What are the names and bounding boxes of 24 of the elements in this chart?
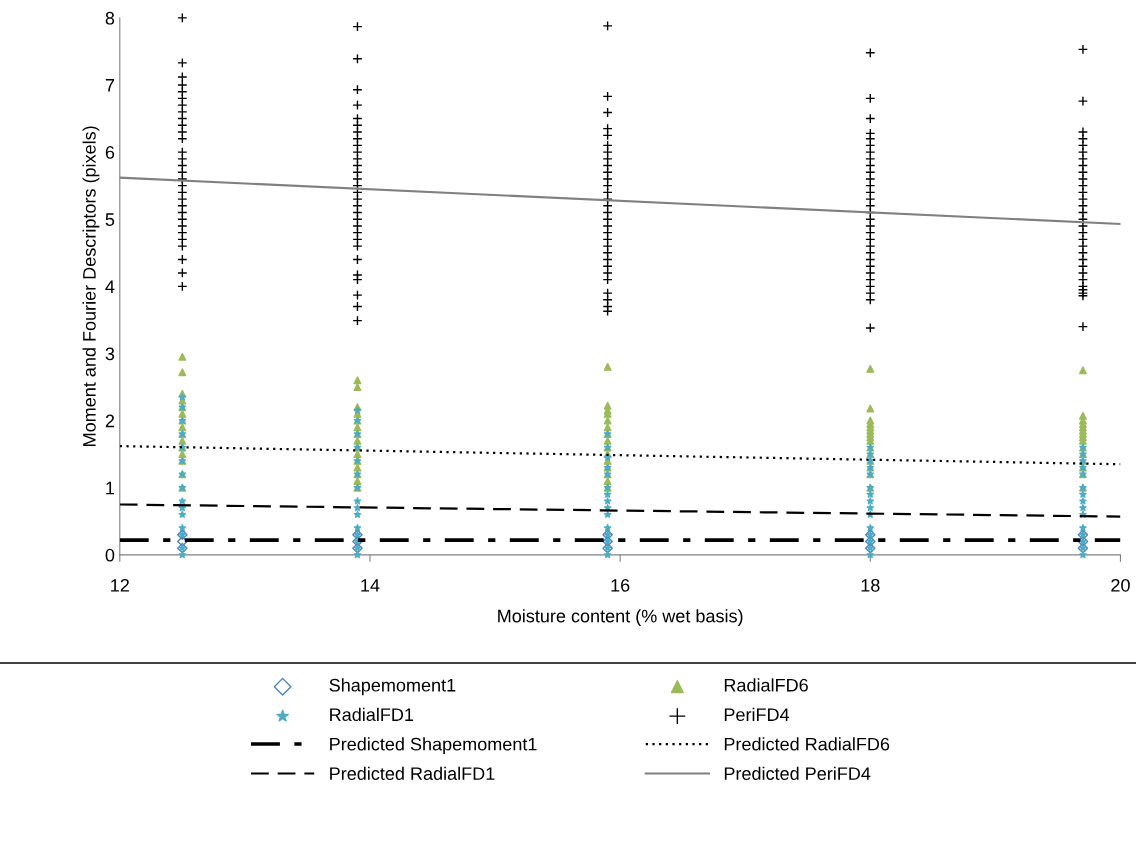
legend-label: PeriFD4: [724, 707, 790, 722]
legend-label: Predicted PeriFD4: [724, 766, 871, 780]
y-tick-label: 2: [105, 414, 115, 428]
legend-label: Shapemoment1: [329, 678, 456, 696]
y-tick-label: 8: [105, 11, 115, 25]
x-axis-title: Moisture content (% wet basis): [498, 609, 743, 627]
x-tick-label: 12: [111, 578, 129, 592]
x-tick-label: 14: [361, 579, 380, 592]
legend-label: Predicted Shapemoment1: [330, 737, 537, 755]
y-tick-label: 4: [105, 280, 115, 293]
y-tick-label: 1: [106, 481, 115, 495]
y-tick-label: 3: [105, 347, 115, 361]
legend-label: RadialFD1: [330, 707, 414, 722]
x-tick-label: 18: [861, 578, 880, 592]
y-tick-label: 0: [105, 548, 115, 562]
legend-label: Predicted RadialFD6: [724, 737, 890, 751]
y-tick-label: 7: [105, 79, 115, 92]
x-tick-label: 20: [1111, 578, 1130, 592]
legend-label: Predicted RadialFD1: [330, 766, 495, 780]
y-tick-label: 6: [105, 146, 115, 159]
legend-label: RadialFD6: [724, 678, 808, 692]
y-tick-label: 5: [105, 213, 115, 226]
y-axis-title: Moment and Fourier Descriptors (pixels): [82, 126, 100, 446]
x-tick-label: 16: [611, 578, 630, 592]
